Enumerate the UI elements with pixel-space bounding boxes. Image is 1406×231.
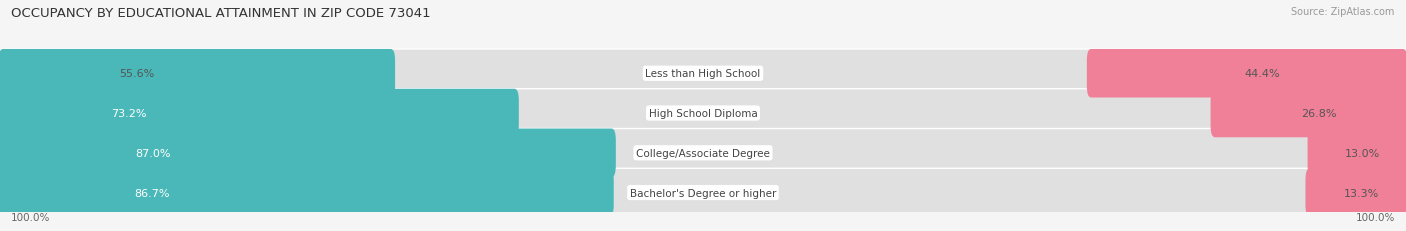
FancyBboxPatch shape [1211, 89, 1406, 138]
Text: 55.6%: 55.6% [120, 69, 155, 79]
Text: 86.7%: 86.7% [135, 188, 170, 198]
FancyBboxPatch shape [0, 129, 1406, 177]
FancyBboxPatch shape [0, 129, 616, 177]
FancyBboxPatch shape [1308, 129, 1406, 177]
Text: Bachelor's Degree or higher: Bachelor's Degree or higher [630, 188, 776, 198]
FancyBboxPatch shape [0, 50, 395, 98]
Text: 44.4%: 44.4% [1244, 69, 1281, 79]
Text: 26.8%: 26.8% [1301, 109, 1336, 119]
Text: 73.2%: 73.2% [111, 109, 146, 119]
Text: 87.0%: 87.0% [135, 148, 170, 158]
Text: 13.0%: 13.0% [1344, 148, 1379, 158]
FancyBboxPatch shape [1305, 169, 1406, 217]
FancyBboxPatch shape [0, 89, 519, 138]
Text: 100.0%: 100.0% [11, 212, 51, 222]
Text: Source: ZipAtlas.com: Source: ZipAtlas.com [1291, 7, 1395, 17]
Text: Less than High School: Less than High School [645, 69, 761, 79]
FancyBboxPatch shape [1087, 50, 1406, 98]
Text: 100.0%: 100.0% [1355, 212, 1395, 222]
FancyBboxPatch shape [0, 50, 1406, 98]
Text: 13.3%: 13.3% [1344, 188, 1379, 198]
FancyBboxPatch shape [0, 89, 1406, 138]
Text: High School Diploma: High School Diploma [648, 109, 758, 119]
Text: OCCUPANCY BY EDUCATIONAL ATTAINMENT IN ZIP CODE 73041: OCCUPANCY BY EDUCATIONAL ATTAINMENT IN Z… [11, 7, 430, 20]
Text: College/Associate Degree: College/Associate Degree [636, 148, 770, 158]
FancyBboxPatch shape [0, 169, 1406, 217]
FancyBboxPatch shape [0, 169, 614, 217]
